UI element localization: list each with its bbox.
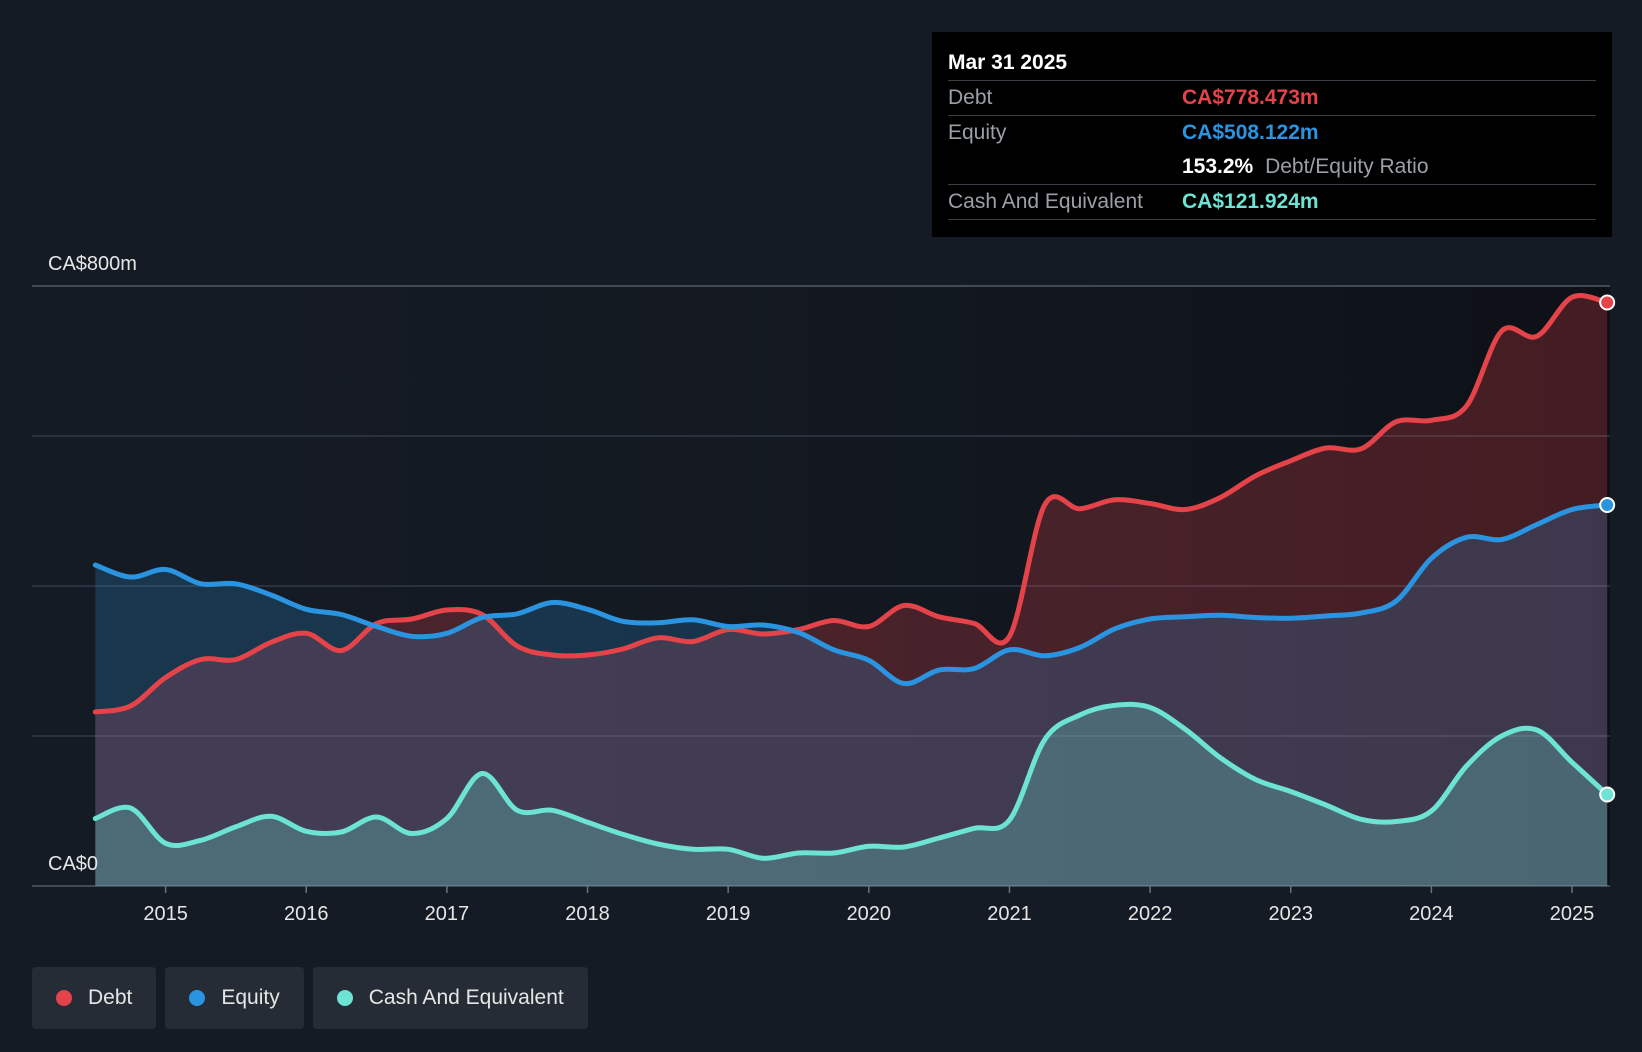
tooltip-debt-row: Debt CA$778.473m (948, 80, 1596, 115)
equity-dot-icon (189, 990, 206, 1006)
legend-label-cash: Cash And Equivalent (368, 986, 564, 1009)
x-tick-label: 2020 (847, 903, 892, 925)
tooltip-debt-label: Debt (948, 86, 993, 109)
legend-item-debt[interactable]: Debt (32, 967, 157, 1029)
tooltip-ratio-value: 153.2% (1182, 155, 1254, 178)
x-tick-label: 2022 (1128, 903, 1173, 925)
tooltip-date: Mar 31 2025 (948, 51, 1068, 74)
debt-area (95, 295, 1608, 886)
tooltip-cash-label: Cash And Equivalent (948, 190, 1143, 213)
x-tick-label: 2021 (987, 903, 1032, 925)
tooltip-ratio-label: Debt/Equity Ratio (1265, 155, 1429, 178)
debt-endpoint (1599, 294, 1616, 311)
x-tick-label: 2023 (1268, 903, 1313, 925)
cash-dot-icon (336, 990, 353, 1006)
gridlines (32, 285, 1610, 887)
tooltip-cash-row: Cash And Equivalent CA$121.924m (948, 184, 1596, 220)
legend-item-equity[interactable]: Equity (165, 967, 304, 1029)
debt-line (92, 293, 1610, 715)
chart-tooltip: Mar 31 2025 Debt CA$778.473m Equity CA$5… (932, 32, 1612, 237)
legend-label-equity: Equity (221, 986, 280, 1009)
tooltip-equity-row: Equity CA$508.122m (948, 115, 1596, 150)
tooltip-equity-label: Equity (948, 121, 1007, 144)
chart-legend: Debt Equity Cash And Equivalent (32, 967, 588, 1029)
legend-item-cash[interactable]: Cash And Equivalent (312, 967, 588, 1029)
y-axis-top-label: CA$800m (48, 253, 137, 275)
series-lines (92, 293, 1610, 861)
tooltip-ratio-row: 153.2% Debt/Equity Ratio (948, 150, 1596, 184)
debt-dot-icon (56, 990, 72, 1006)
legend-label-debt: Debt (88, 986, 133, 1009)
x-tick-label: 2015 (143, 903, 188, 925)
x-axis-ticks: 2015 2016 2017 2018 2019 2020 2021 2022 2023 2024… (143, 886, 1594, 925)
cash-and-equivalent-endpoint (1599, 786, 1616, 803)
cash-and-equivalent-area (95, 704, 1608, 886)
x-tick-label: 2024 (1409, 903, 1454, 925)
series-endpoints (1599, 294, 1616, 803)
x-tick-label: 2016 (284, 903, 329, 925)
tooltip-debt-value: CA$778.473m (1182, 86, 1319, 109)
x-tick-label: 2018 (565, 903, 610, 925)
y-axis-bottom-label: CA$0 (48, 853, 98, 875)
x-tick-label: 2025 (1550, 903, 1595, 925)
equity-area (95, 505, 1608, 886)
series-areas (95, 295, 1608, 886)
tooltip-cash-value: CA$121.924m (1182, 190, 1319, 213)
equity-endpoint (1599, 497, 1616, 513)
equity-line (92, 502, 1610, 687)
tooltip-equity-value: CA$508.122m (1182, 121, 1319, 144)
cash-and-equivalent-line (92, 701, 1610, 861)
x-tick-label: 2019 (706, 903, 751, 925)
x-tick-label: 2017 (425, 903, 470, 925)
